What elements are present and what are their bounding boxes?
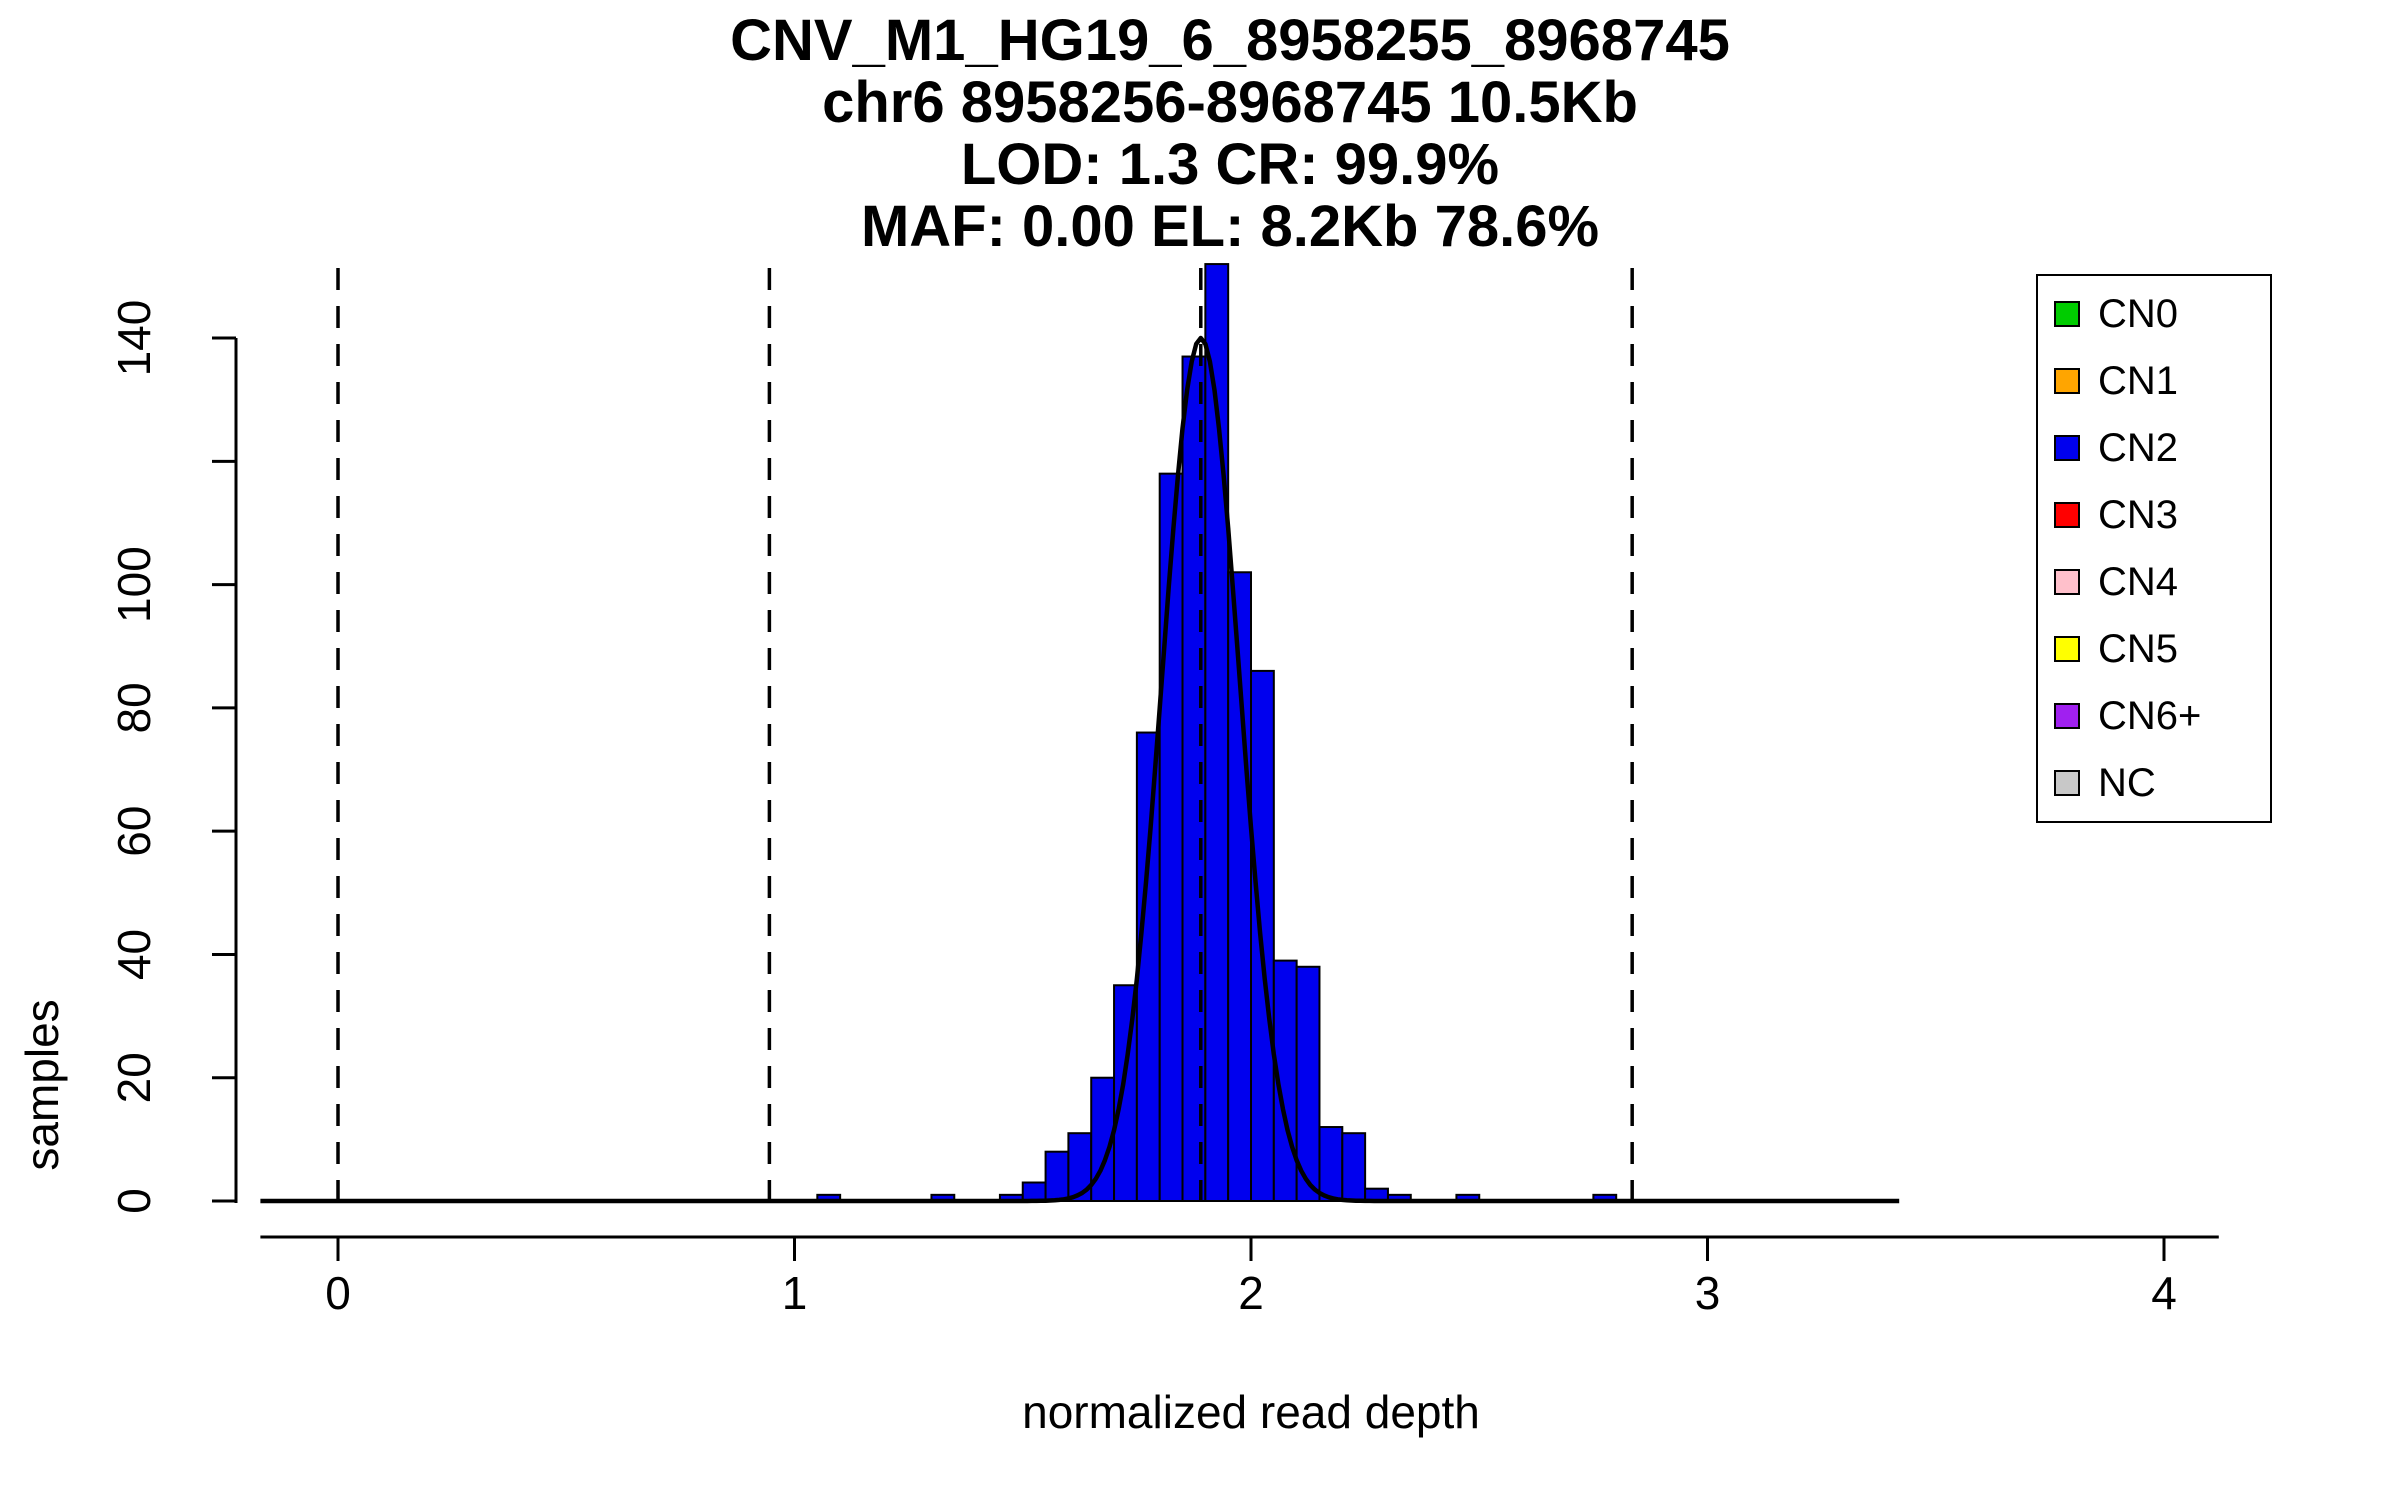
x-tick-label: 0 [325, 1267, 351, 1319]
legend-label: CN0 [2098, 292, 2179, 336]
legend-entry-cn3: CN3 [2054, 495, 2254, 535]
legend-entry-cn2: CN2 [2054, 428, 2254, 468]
x-axis-label: normalized read depth [1022, 1386, 1480, 1438]
gaussian-fit-curve [260, 335, 1900, 1204]
legend-entry-cn0: CN0 [2054, 294, 2254, 334]
legend-label: NC [2098, 761, 2156, 805]
legend: CN0 CN1 CN2 CN3 CN4 CN5 CN6+ NC [2036, 274, 2272, 823]
cn5-swatch [2054, 636, 2080, 662]
legend-entry-cn4: CN4 [2054, 562, 2254, 602]
histogram-bar [1341, 1132, 1367, 1203]
plot-title: CNV_M1_HG19_6_8958255_8968745 [730, 8, 1730, 73]
plot-subtitle-region: chr6 8958256-8968745 10.5Kb [822, 70, 1638, 135]
x-tick-label: 1 [782, 1267, 808, 1319]
x-tick-label: 4 [2151, 1267, 2177, 1319]
y-tick-label: 140 [108, 300, 160, 377]
y-tick-label: 60 [108, 806, 160, 857]
cn6plus-swatch [2054, 703, 2080, 729]
legend-label: CN3 [2098, 493, 2179, 537]
histogram-bar [1318, 1126, 1344, 1202]
y-tick-label: 40 [108, 929, 160, 980]
histogram-bar [1044, 1150, 1070, 1202]
cn4-swatch [2054, 569, 2080, 595]
legend-label: CN2 [2098, 426, 2179, 470]
legend-label: CN4 [2098, 560, 2179, 604]
y-tick-label: 80 [108, 682, 160, 733]
legend-entry-cn6plus: CN6+ [2054, 696, 2254, 736]
x-tick-label: 3 [1695, 1267, 1721, 1319]
legend-label: CN6+ [2098, 694, 2202, 738]
legend-label: CN5 [2098, 627, 2179, 671]
y-axis-label: samples [16, 999, 68, 1170]
cn0-swatch [2054, 301, 2080, 327]
histogram-bar [1295, 965, 1321, 1202]
y-tick-label: 0 [108, 1188, 160, 1214]
legend-entry-nc: NC [2054, 763, 2254, 803]
y-tick-label: 20 [108, 1052, 160, 1103]
plot-subtitle-maf-el: MAF: 0.00 EL: 8.2Kb 78.6% [860, 194, 1600, 259]
plot-subtitle-lod-cr: LOD: 1.3 CR: 99.9% [960, 132, 1500, 197]
x-tick-label: 2 [1238, 1267, 1264, 1319]
cn1-swatch [2054, 368, 2080, 394]
y-tick-label: 100 [108, 546, 160, 623]
cn3-swatch [2054, 502, 2080, 528]
histogram-bar [1021, 1181, 1047, 1203]
legend-label: CN1 [2098, 359, 2179, 403]
cn2-swatch [2054, 435, 2080, 461]
legend-entry-cn5: CN5 [2054, 629, 2254, 669]
plot-title-block: CNV_M1_HG19_6_8958255_8968745 chr6 89582… [230, 10, 2230, 258]
nc-swatch [2054, 770, 2080, 796]
legend-entry-cn1: CN1 [2054, 361, 2254, 401]
